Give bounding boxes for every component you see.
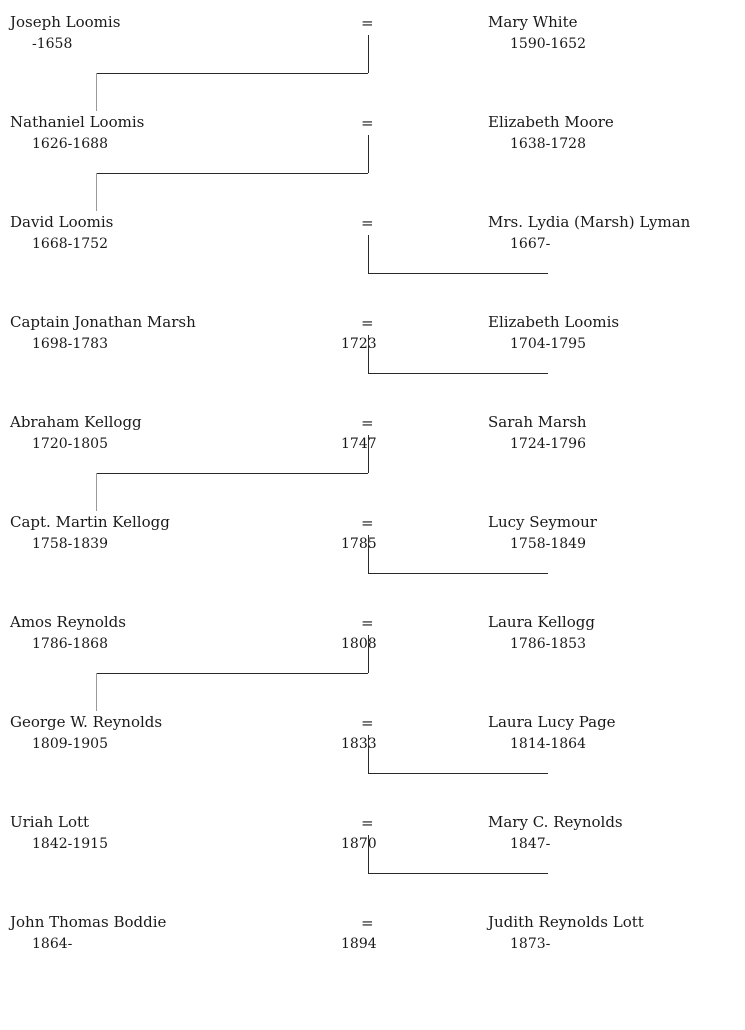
husband-years: 1842-1915 bbox=[32, 836, 108, 852]
wife-name: Judith Reynolds Lott bbox=[488, 913, 644, 931]
connector-drop bbox=[96, 73, 97, 111]
husband-years: 1864- bbox=[32, 936, 73, 952]
husband-years: 1626-1688 bbox=[32, 136, 108, 152]
marriage-symbol: = bbox=[361, 914, 374, 932]
connector-vertical bbox=[368, 335, 369, 373]
wife-name: Elizabeth Moore bbox=[488, 113, 614, 131]
husband-name: Amos Reynolds bbox=[10, 613, 126, 631]
connector-horizontal bbox=[368, 873, 548, 874]
wife-name: Laura Lucy Page bbox=[488, 713, 616, 731]
connector-drop bbox=[96, 673, 97, 711]
connector-vertical bbox=[368, 235, 369, 273]
husband-years: 1698-1783 bbox=[32, 336, 108, 352]
husband-years: 1809-1905 bbox=[32, 736, 108, 752]
wife-years: 1814-1864 bbox=[510, 736, 586, 752]
marriage-year: 1785 bbox=[341, 536, 377, 552]
marriage-symbol: = bbox=[361, 14, 374, 32]
connector-horizontal bbox=[368, 373, 548, 374]
wife-name: Mary C. Reynolds bbox=[488, 813, 623, 831]
connector-horizontal bbox=[96, 173, 368, 174]
marriage-symbol: = bbox=[361, 114, 374, 132]
wife-years: 1873- bbox=[510, 936, 551, 952]
wife-years: 1786-1853 bbox=[510, 636, 586, 652]
connector-vertical bbox=[368, 835, 369, 873]
marriage-year: 1808 bbox=[341, 636, 377, 652]
connector-horizontal bbox=[368, 273, 548, 274]
husband-years: 1758-1839 bbox=[32, 536, 108, 552]
husband-name: Capt. Martin Kellogg bbox=[10, 513, 170, 531]
connector-vertical bbox=[368, 735, 369, 773]
marriage-symbol: = bbox=[361, 514, 374, 532]
connector-drop bbox=[96, 473, 97, 511]
connector-horizontal bbox=[96, 473, 368, 474]
marriage-year: 1870 bbox=[341, 836, 377, 852]
connector-vertical bbox=[368, 635, 369, 673]
marriage-year: 1833 bbox=[341, 736, 377, 752]
wife-name: Elizabeth Loomis bbox=[488, 313, 620, 331]
connector-horizontal bbox=[96, 673, 368, 674]
husband-name: Joseph Loomis bbox=[10, 13, 121, 31]
wife-name: Mrs. Lydia (Marsh) Lyman bbox=[488, 213, 691, 231]
connector-vertical bbox=[368, 135, 369, 173]
husband-name: Abraham Kellogg bbox=[10, 413, 142, 431]
wife-name: Lucy Seymour bbox=[488, 513, 597, 531]
connector-vertical bbox=[368, 35, 369, 73]
marriage-year: 1894 bbox=[341, 936, 377, 952]
husband-years: 1786-1868 bbox=[32, 636, 108, 652]
connector-vertical bbox=[368, 435, 369, 473]
marriage-symbol: = bbox=[361, 814, 374, 832]
marriage-symbol: = bbox=[361, 714, 374, 732]
marriage-symbol: = bbox=[361, 314, 374, 332]
wife-years: 1847- bbox=[510, 836, 551, 852]
connector-horizontal bbox=[368, 573, 548, 574]
connector-horizontal bbox=[368, 773, 548, 774]
husband-name: Nathaniel Loomis bbox=[10, 113, 145, 131]
connector-drop bbox=[96, 173, 97, 211]
connector-vertical bbox=[368, 535, 369, 573]
marriage-symbol: = bbox=[361, 614, 374, 632]
marriage-year: 1723 bbox=[341, 336, 377, 352]
husband-years: -1658 bbox=[32, 36, 73, 52]
husband-years: 1720-1805 bbox=[32, 436, 108, 452]
husband-years: 1668-1752 bbox=[32, 236, 108, 252]
marriage-symbol: = bbox=[361, 414, 374, 432]
wife-name: Mary White bbox=[488, 13, 578, 31]
wife-name: Sarah Marsh bbox=[488, 413, 587, 431]
wife-years: 1590-1652 bbox=[510, 36, 586, 52]
wife-years: 1667- bbox=[510, 236, 551, 252]
husband-name: Captain Jonathan Marsh bbox=[10, 313, 196, 331]
marriage-symbol: = bbox=[361, 214, 374, 232]
wife-years: 1758-1849 bbox=[510, 536, 586, 552]
marriage-year: 1747 bbox=[341, 436, 377, 452]
husband-name: David Loomis bbox=[10, 213, 114, 231]
husband-name: George W. Reynolds bbox=[10, 713, 163, 731]
connector-horizontal bbox=[96, 73, 368, 74]
wife-years: 1638-1728 bbox=[510, 136, 586, 152]
wife-years: 1704-1795 bbox=[510, 336, 586, 352]
husband-name: John Thomas Boddie bbox=[10, 913, 167, 931]
husband-name: Uriah Lott bbox=[10, 813, 90, 831]
wife-name: Laura Kellogg bbox=[488, 613, 595, 631]
wife-years: 1724-1796 bbox=[510, 436, 586, 452]
